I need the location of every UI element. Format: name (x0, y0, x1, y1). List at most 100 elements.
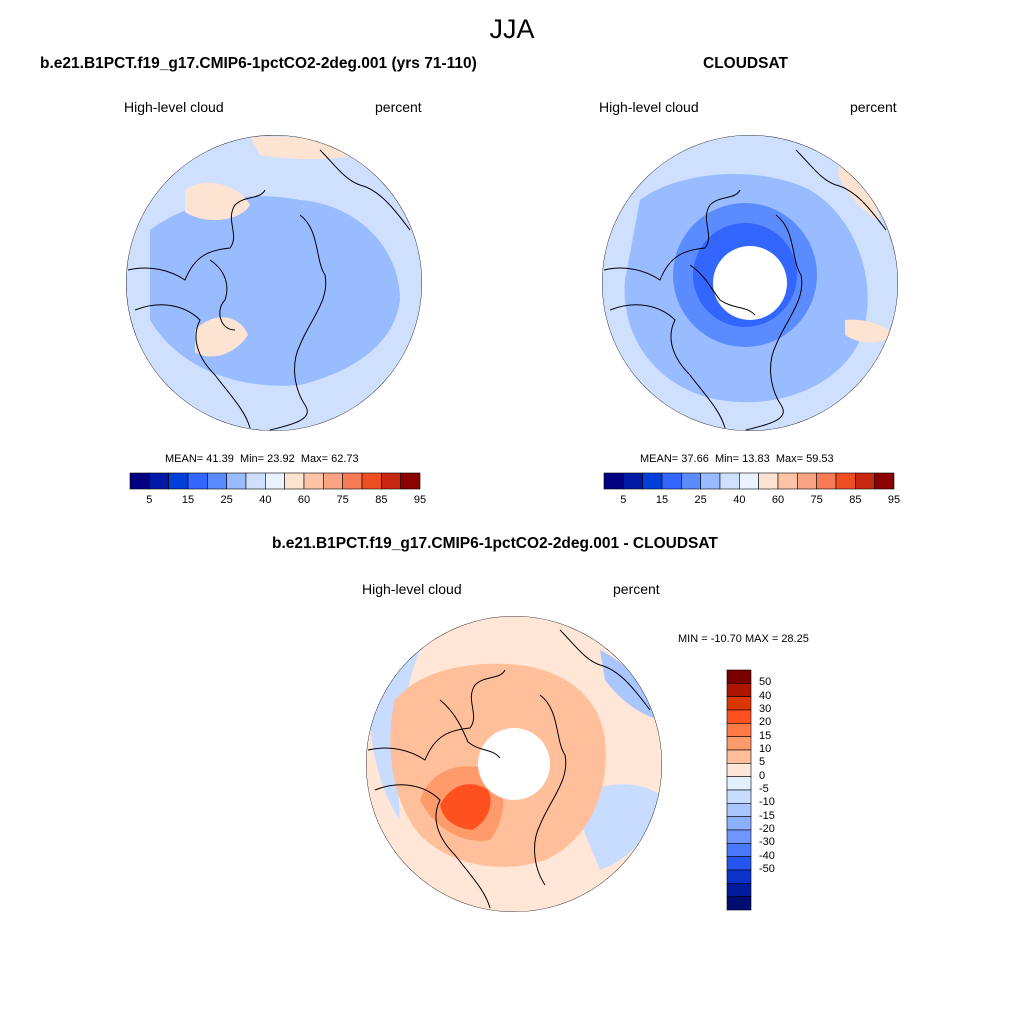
panel2-colorbar-tick-label: 5 (620, 494, 627, 506)
panel2-colorbar-tick-label: 60 (771, 494, 785, 506)
panel3-colorbar-box (726, 776, 752, 791)
panel2-warm-patch-2 (845, 319, 895, 343)
panel1-colorbar-box (129, 472, 150, 490)
panel3-field-peak (440, 784, 491, 830)
panel2-colorbar (603, 472, 895, 490)
panel2-colorbar-tick-label: 85 (849, 494, 862, 506)
panel2-warm-patch-1 (838, 160, 880, 220)
panel1-colorbar-tick-label: 60 (297, 494, 311, 506)
panel1-colorbar-tick-label: 5 (146, 494, 153, 506)
panel1-title: b.e21.B1PCT.f19_g17.CMIP6-1pctCO2-2deg.0… (40, 55, 477, 72)
panel3-colorbar-tick-label: -30 (759, 836, 775, 849)
panel2-max-value: 59.53 (806, 453, 834, 465)
panel1-stats: MEAN= 41.39 Min= 23.92 Max= 62.73 (165, 453, 359, 465)
panel1-coastlines (127, 149, 411, 431)
panel1-colorbar-box (187, 472, 208, 490)
panel2-colorbar-tick-label: 75 (810, 494, 823, 506)
panel1-mean-label: MEAN= (165, 453, 204, 465)
panel1-colorbar-tick-label: 15 (181, 494, 195, 506)
panel2-colorbar-box (797, 472, 817, 490)
panel3-coastlines (367, 629, 651, 909)
panel2-map (602, 135, 898, 431)
panel1-field-inner (150, 196, 400, 386)
panel1-colorbar-box (342, 472, 363, 490)
panel1-colorbar-box (303, 472, 324, 490)
panel2-colorbar-box (855, 472, 875, 490)
panel3-left-label: High-level cloud (362, 581, 462, 597)
panel3-colorbar-tick-label: 5 (759, 756, 766, 769)
panel1-colorbar-tick-label: 85 (375, 494, 388, 506)
panel2-right-label: percent (850, 99, 897, 115)
panel3-colorbar-tick-label: -5 (759, 783, 769, 795)
panel3-colorbar-tick-label: -40 (759, 849, 775, 862)
panel2-colorbar-box (719, 472, 740, 490)
panel2-mean-label: MEAN= (640, 453, 679, 465)
panel1-mean-value: 41.39 (206, 453, 234, 465)
panel3-colorbar-box (726, 883, 752, 897)
panel2-left-label: High-level cloud (599, 99, 699, 115)
panel3-colorbar-box (726, 803, 752, 817)
panel1-colorbar (129, 472, 421, 490)
panel1-colorbar-box (168, 472, 189, 490)
panel2-max-label: Max= (775, 453, 804, 465)
panel2-colorbar-box (642, 472, 663, 490)
panel3-map (366, 616, 662, 912)
panel1-colorbar-box (381, 472, 401, 490)
panel1-colorbar-box (226, 472, 247, 490)
panel3-colorbar-tick-label: 0 (759, 769, 766, 782)
panel3-colorbar-box (726, 723, 752, 737)
panel1-warm-patch-3 (250, 136, 370, 160)
panel1-right-label: percent (375, 99, 422, 115)
panel2-colorbar-tick-label: 95 (887, 494, 901, 506)
panel1-colorbar-box (323, 472, 343, 490)
panel3-title: b.e21.B1PCT.f19_g17.CMIP6-1pctCO2-2deg.0… (272, 535, 718, 552)
panel3-colorbar-box (726, 829, 752, 844)
panel3-colorbar-box (726, 856, 752, 871)
panel3-colorbar-box (726, 669, 752, 684)
panel1-colorbar-tick-label: 40 (259, 494, 272, 506)
panel3-colorbar-box (726, 869, 752, 884)
panel1-max-value: 62.73 (331, 453, 359, 465)
panel1-colorbar-box (207, 472, 227, 490)
panel3-colorbar-box (726, 843, 752, 857)
panel3-colorbar-tick-label: -50 (759, 863, 775, 875)
panel3-colorbar-tick-label: -20 (759, 823, 775, 835)
panel1-min-value: 23.92 (267, 453, 295, 465)
panel3-cool-patch-2 (575, 784, 660, 870)
panel3-colorbar-box (726, 683, 752, 697)
panel2-colorbar-box (835, 472, 856, 490)
panel2-colorbar-box (623, 472, 643, 490)
panel2-colorbar-box (661, 472, 682, 490)
panel3-colorbar-box (726, 696, 752, 711)
panel2-colorbar-box (681, 472, 701, 490)
panel3-colorbar (726, 669, 752, 911)
panel1-warm-patch-2 (195, 317, 248, 357)
panel1-colorbar-box (149, 472, 169, 490)
panel1-colorbar-box (245, 472, 266, 490)
panel2-colorbar-box (603, 472, 624, 490)
panel3-colorbar-box (726, 896, 752, 911)
panel3-colorbar-tick-label: 30 (759, 703, 772, 715)
panel3-stats: MIN = -10.70 MAX = 28.25 (678, 633, 809, 645)
panel2-colorbar-box (700, 472, 721, 490)
panel2-min-label: Min= (714, 453, 740, 465)
panel2-min-value: 13.83 (742, 453, 770, 465)
panel1-colorbar-box (284, 472, 305, 490)
panel1-colorbar-box (265, 472, 285, 490)
panel2-colorbar-tick-label: 15 (655, 494, 669, 506)
panel3-colorbar-box (726, 709, 752, 724)
panel2-stats: MEAN= 37.66 Min= 13.83 Max= 59.53 (640, 453, 834, 465)
panel2-colorbar-box (816, 472, 837, 490)
panel3-colorbar-box (726, 736, 752, 751)
panel1-colorbar-box (361, 472, 382, 490)
panel3-colorbar-tick-label: -10 (759, 796, 775, 809)
panel3-colorbar-tick-label: 50 (759, 676, 772, 689)
panel3-colorbar-box (726, 816, 752, 831)
panel2-colorbar-box (777, 472, 798, 490)
panel1-colorbar-tick-label: 25 (220, 494, 233, 506)
panel3-right-label: percent (613, 581, 660, 597)
panel3-pole-hole (478, 728, 550, 800)
panel1-colorbar-tick-label: 75 (336, 494, 349, 506)
panel1-colorbar-box (400, 472, 421, 490)
panel1-warm-patch-1 (185, 182, 250, 221)
